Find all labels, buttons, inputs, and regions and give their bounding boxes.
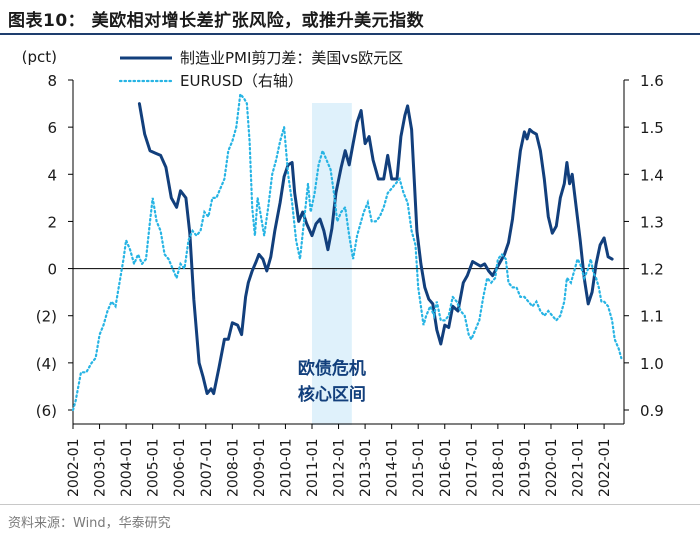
- left-y-tick-label: (2): [36, 308, 57, 326]
- right-y-tick-label: 1.4: [640, 166, 664, 184]
- left-y-tick-label: 6: [47, 119, 57, 137]
- x-tick-label: 2013-01: [358, 439, 374, 498]
- x-tick-label: 2005-01: [146, 439, 162, 498]
- left-y-tick-label: 0: [47, 261, 57, 279]
- source-note: 资料来源：Wind，华泰研究: [8, 516, 171, 531]
- x-tick-label: 2014-01: [385, 439, 401, 498]
- x-tick-label: 2012-01: [332, 439, 348, 498]
- right-y-tick-label: 1.5: [640, 119, 664, 137]
- x-tick-label: 2010-01: [278, 439, 294, 498]
- left-y-tick-label: 4: [47, 166, 57, 184]
- x-tick-label: 2006-01: [172, 439, 188, 498]
- legend-label-eurusd: EURUSD（右轴）: [180, 72, 303, 90]
- title-divider: [0, 33, 700, 35]
- crisis-annotation-line-2: 核心区间: [298, 384, 366, 405]
- x-tick-label: 2007-01: [199, 439, 215, 498]
- x-tick-label: 2018-01: [491, 439, 507, 497]
- x-tick-label: 2022-01: [597, 439, 613, 498]
- right-y-tick-label: 0.9: [640, 402, 664, 420]
- x-tick-label: 2015-01: [411, 439, 427, 498]
- x-tick-label: 2016-01: [438, 439, 454, 498]
- left-y-axis-unit: (pct): [22, 48, 57, 66]
- x-tick-label: 2004-01: [119, 439, 135, 498]
- right-y-tick-label: 1.2: [640, 261, 664, 279]
- chart-title: 图表10： 美欧相对增长差扩张风险，或推升美元指数: [8, 11, 425, 31]
- right-y-tick-label: 1.3: [640, 213, 664, 231]
- source-divider: [0, 504, 700, 505]
- x-tick-label: 2002-01: [66, 439, 82, 498]
- right-y-tick-label: 1.0: [640, 355, 664, 373]
- eurusd-line: [71, 91, 623, 412]
- left-y-tick-label: 2: [47, 213, 57, 231]
- left-y-tick-label: (6): [36, 402, 57, 420]
- x-tick-label: 2020-01: [544, 439, 560, 498]
- x-tick-label: 2009-01: [252, 439, 268, 498]
- x-tick-label: 2017-01: [464, 439, 480, 497]
- pmi-spread-line: [137, 102, 614, 395]
- x-tick-label: 2019-01: [517, 439, 533, 498]
- x-tick-label: 2008-01: [225, 439, 241, 498]
- x-tick-label: 2011-01: [305, 439, 321, 498]
- left-y-tick-label: (4): [36, 355, 57, 373]
- right-y-tick-label: 1.1: [640, 308, 664, 326]
- x-tick-label: 2003-01: [93, 439, 109, 498]
- left-y-tick-label: 8: [47, 72, 57, 90]
- right-y-tick-label: 1.6: [640, 72, 664, 90]
- legend-label-pmi: 制造业PMI剪刀差：美国vs欧元区: [180, 49, 403, 67]
- crisis-annotation-line-1: 欧债危机: [298, 358, 366, 379]
- x-tick-label: 2021-01: [571, 439, 587, 498]
